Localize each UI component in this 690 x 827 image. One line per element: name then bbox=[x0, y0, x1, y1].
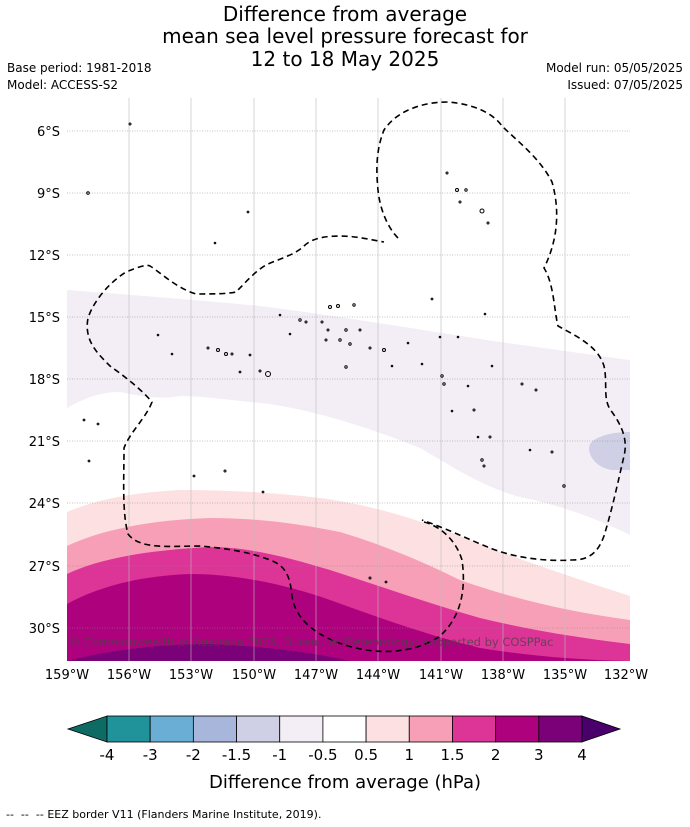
colorbar-segment bbox=[279, 715, 324, 743]
colorbar-segment bbox=[408, 715, 453, 743]
lat-label: 24°S bbox=[29, 497, 60, 512]
colorbar-label: Difference from average (hPa) bbox=[209, 772, 481, 793]
island-outlines bbox=[82, 122, 566, 584]
anomaly-band-2 bbox=[67, 574, 630, 661]
lat-label: 12°S bbox=[29, 249, 60, 264]
colorbar-segment bbox=[365, 715, 410, 743]
lon-label: 141°W bbox=[419, 668, 463, 683]
colorbar-tick-label: 0.5 bbox=[354, 746, 378, 764]
colorbar-tick-label: 1.5 bbox=[441, 746, 465, 764]
lon-label: 135°W bbox=[543, 668, 587, 683]
lat-label: 18°S bbox=[29, 373, 60, 388]
colorbar-tick-label: -4 bbox=[100, 746, 115, 764]
colorbar-tick-label: -1 bbox=[272, 746, 287, 764]
colorbar-segment bbox=[192, 715, 237, 743]
lon-label: 147°W bbox=[294, 668, 338, 683]
model-label: Model: ACCESS-S2 bbox=[7, 78, 119, 92]
lon-label: 138°W bbox=[481, 668, 525, 683]
lon-label: 150°W bbox=[232, 668, 276, 683]
colorbar-tick-label: 3 bbox=[534, 746, 544, 764]
colorbar-tick-label: -2 bbox=[186, 746, 201, 764]
lat-label: 15°S bbox=[29, 311, 60, 326]
colorbar-over-arrow bbox=[581, 715, 622, 743]
lon-label: 156°W bbox=[107, 668, 151, 683]
lon-label: 153°W bbox=[169, 668, 213, 683]
colorbar-tick-label: -3 bbox=[143, 746, 158, 764]
lon-label: 159°W bbox=[45, 668, 89, 683]
base-period-label: Base period: 1981-2018 bbox=[7, 61, 152, 75]
colorbar-tick-label: 2 bbox=[491, 746, 501, 764]
colorbar-segment bbox=[236, 715, 281, 743]
colorbar-segment bbox=[322, 715, 367, 743]
colorbar-segment bbox=[495, 715, 540, 743]
colorbar: -4 -3 -2 -1.5 -1 -0.5 0.5 1 1.5 2 3 4 Difference fr… bbox=[66, 715, 622, 793]
eez-border bbox=[86, 101, 627, 653]
colorbar-segment bbox=[452, 715, 497, 743]
anomaly-blob-minus-1 bbox=[589, 432, 630, 470]
dashed-line-icon: -- -- -- bbox=[6, 808, 44, 821]
copyright-notice: © Commonwealth of Australia 2025, Bureau… bbox=[69, 635, 553, 649]
colorbar-tick-label: 4 bbox=[577, 746, 587, 764]
colorbar-under-arrow bbox=[66, 715, 108, 743]
eez-legend: -- -- -- EEZ border V11 (Flanders Marine… bbox=[6, 808, 321, 821]
lat-label: 9°S bbox=[37, 187, 60, 202]
title-line-3: 12 to 18 May 2025 bbox=[250, 47, 440, 71]
issued-label: Issued: 07/05/2025 bbox=[567, 78, 683, 92]
colorbar-segment bbox=[149, 715, 194, 743]
anomaly-band-minus-0.5 bbox=[67, 290, 630, 535]
lat-label: 27°S bbox=[29, 560, 60, 575]
colorbar-tick-label: -1.5 bbox=[222, 746, 251, 764]
lat-label: 21°S bbox=[29, 435, 60, 450]
anomaly-band-3 bbox=[67, 644, 350, 661]
colorbar-tick-label: 1 bbox=[404, 746, 414, 764]
pressure-anomaly-field: © Commonwealth of Australia 2025, Bureau… bbox=[67, 98, 630, 661]
lon-label: 144°W bbox=[356, 668, 400, 683]
title-line-2: mean sea level pressure forecast for bbox=[162, 24, 528, 48]
eez-legend-text: EEZ border V11 (Flanders Marine Institut… bbox=[47, 808, 322, 821]
colorbar-segment bbox=[106, 715, 151, 743]
lon-label: 132°W bbox=[604, 668, 648, 683]
lat-label: 6°S bbox=[37, 125, 60, 140]
model-run-label: Model run: 05/05/2025 bbox=[545, 61, 683, 75]
lat-label: 30°S bbox=[29, 622, 60, 637]
map-meridians bbox=[128, 98, 566, 661]
colorbar-tick-label: -0.5 bbox=[308, 746, 337, 764]
title-line-1: Difference from average bbox=[222, 2, 468, 26]
colorbar-segment bbox=[538, 715, 583, 743]
